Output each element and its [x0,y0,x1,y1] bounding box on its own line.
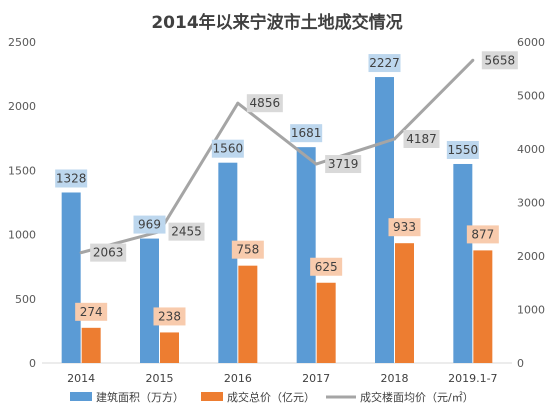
data-label-background [446,140,479,159]
right-axis-tick-label: 2000 [517,250,545,263]
legend-label: 建筑面积（万方） [96,390,184,404]
right-axis-tick-label: 4000 [517,143,545,156]
bar [140,238,159,363]
bar [238,265,258,363]
left-axis-tick-label: 2000 [8,100,36,113]
legend-label: 成交总价（亿元） [227,390,315,404]
bar [160,332,179,363]
bar [395,243,414,363]
legend: 建筑面积（万方） 成交总价（亿元） 成交楼面均价（元/㎡） [70,390,474,404]
data-label: 2063 [93,246,124,260]
data-label: 877 [471,227,494,241]
bar [375,77,394,364]
data-label: 2455 [171,225,202,239]
data-label-background [153,307,186,326]
data-label-background [403,129,440,148]
data-label: 5658 [485,53,516,67]
x-axis: 2014 2015 2016 2017 2018 2019.1-7 [67,372,497,385]
line-series [79,58,475,255]
data-label: 2227 [369,56,400,70]
data-labels: 1328 969 1560 1681 2227 1550 274 238 758 625 933 87… [55,51,518,326]
right-axis-tick-label: 3000 [517,197,545,210]
data-label-background [55,169,88,188]
left-axis: 0 500 1000 1500 2000 2500 [8,36,36,370]
left-axis-tick-label: 2500 [8,36,36,49]
data-label: 3719 [328,157,359,171]
data-label-background [481,51,518,70]
data-label-background [90,243,127,262]
x-axis-tick-label: 2017 [302,372,330,385]
data-label: 274 [80,305,103,319]
data-label: 625 [315,260,338,274]
data-label: 758 [236,243,259,257]
data-label-background [168,222,205,241]
x-axis-tick-label: 2015 [146,372,174,385]
legend-swatch [201,392,223,401]
data-label-background [246,94,283,113]
bar [296,147,316,363]
data-label: 933 [393,220,416,234]
bar [453,163,473,363]
line-point [471,58,475,62]
left-axis-tick-label: 500 [15,293,36,306]
x-axis-tick-label: 2014 [67,372,95,385]
data-label: 238 [158,309,181,323]
line-point [393,137,396,141]
bar-series [61,77,493,364]
line-point [79,251,83,255]
data-label: 1550 [448,143,479,157]
data-label-background [368,54,401,73]
bar [61,192,81,363]
chart-title: 2014年以来宁波市土地成交情况 [151,12,402,33]
data-label-background [466,225,499,244]
right-axis-tick-label: 6000 [517,36,545,49]
x-axis-tick-label: 2016 [224,372,252,385]
left-axis-tick-label: 1500 [8,164,36,177]
right-axis-tick-label: 1000 [517,304,545,317]
left-axis-tick-label: 0 [29,357,36,370]
data-label-background [325,155,362,174]
bar [218,162,238,363]
data-label-background [133,215,166,234]
bar [473,250,493,363]
left-axis-tick-label: 1000 [8,229,36,242]
data-label: 4856 [250,96,281,110]
data-label-background [211,139,244,158]
legend-swatch [70,392,92,401]
data-label-background [290,124,323,143]
data-label: 1560 [213,142,244,156]
data-label-background [388,218,421,237]
data-label-background [310,257,343,276]
line-series-path [80,59,474,255]
data-label: 969 [138,218,161,232]
data-label-background [231,240,264,259]
right-axis-tick-label: 5000 [517,90,545,103]
right-axis: 0 1000 2000 3000 4000 5000 6000 [517,36,545,370]
line-point [236,101,240,105]
bar [316,282,336,363]
legend-label: 成交楼面均价（元/㎡） [360,390,474,404]
data-label: 1328 [56,171,87,185]
data-label-background [75,302,108,321]
data-label: 4187 [406,132,437,146]
x-axis-tick-label: 2019.1-7 [448,372,497,385]
data-label: 1681 [291,126,322,140]
bar [81,327,101,363]
line-point [314,162,318,166]
x-axis-tick-label: 2018 [381,372,409,385]
right-axis-tick-label: 0 [517,357,524,370]
